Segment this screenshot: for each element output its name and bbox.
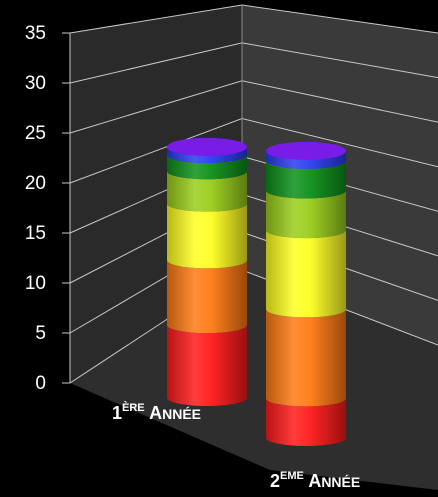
bar-top-cap-1 [167,137,247,156]
bar-segment-2-4 [266,190,346,239]
y-tick-label: 30 [25,73,46,94]
bar-segment-1-2 [167,260,247,334]
category-label-1ere-annee: 1ÈRE ANNÉE [112,402,201,423]
bar-segment-1-1 [167,325,247,406]
bar-segment-2-3 [266,230,346,318]
y-tick-label: 0 [35,373,46,394]
y-tick-label: 20 [25,173,46,194]
bar-segment-1-3 [167,203,247,269]
bar-segment-2-2 [266,309,346,407]
bar-segment-1-5 [167,155,247,180]
bar-segment-2-5 [266,160,346,199]
y-tick-label: 35 [25,23,46,44]
bar-segment-1-4 [167,171,247,212]
y-tick-label: 5 [35,323,46,344]
y-tick-label: 10 [25,273,46,294]
y-tick-label: 15 [25,223,46,244]
y-tick-label: 25 [25,123,46,144]
bar-top-cap-2 [266,141,346,160]
category-label-2eme-annee: 2EME ANNÉE [270,470,361,491]
bar-segment-2-1 [266,398,346,446]
